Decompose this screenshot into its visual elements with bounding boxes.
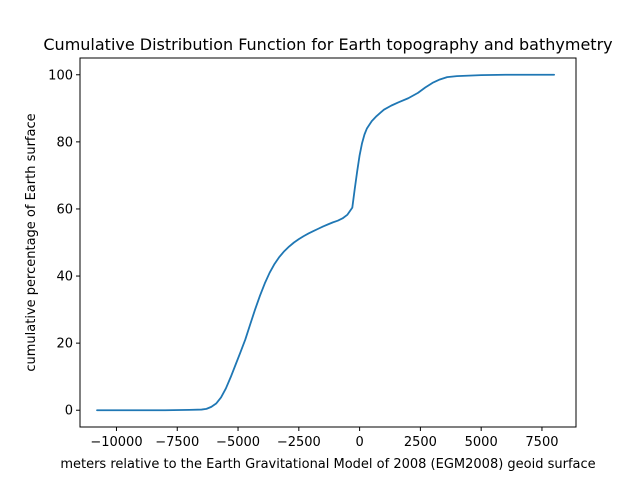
x-axis-label: meters relative to the Earth Gravitation…	[60, 457, 595, 472]
y-tick-label: 40	[56, 270, 73, 285]
x-tick-label: 5000	[465, 435, 498, 450]
x-tick-label: 2500	[404, 435, 437, 450]
y-tick-label: 80	[56, 135, 73, 150]
x-tick-label: −7500	[155, 435, 199, 450]
axes-frame	[79, 57, 577, 428]
chart-title: Cumulative Distribution Function for Ear…	[43, 35, 612, 54]
y-tick-label: 60	[56, 202, 73, 217]
y-tick-label: 0	[65, 404, 73, 419]
x-axis: −10000 −7500 −5000 −2500 0 2500 5000 7500	[90, 427, 559, 450]
x-tick-label: 0	[355, 435, 363, 450]
x-tick-label: 7500	[525, 435, 558, 450]
y-axis: 0 20 40 60 80 100	[48, 68, 80, 419]
x-tick-label: −5000	[216, 435, 260, 450]
y-axis-label: cumulative percentage of Earth surface	[24, 113, 39, 371]
x-tick-label: −10000	[90, 435, 142, 450]
y-tick-label: 20	[56, 337, 73, 352]
plot-area	[96, 73, 556, 412]
y-tick-label: 100	[48, 68, 73, 83]
x-tick-label: −2500	[277, 435, 321, 450]
cdf-series-line	[96, 73, 556, 412]
